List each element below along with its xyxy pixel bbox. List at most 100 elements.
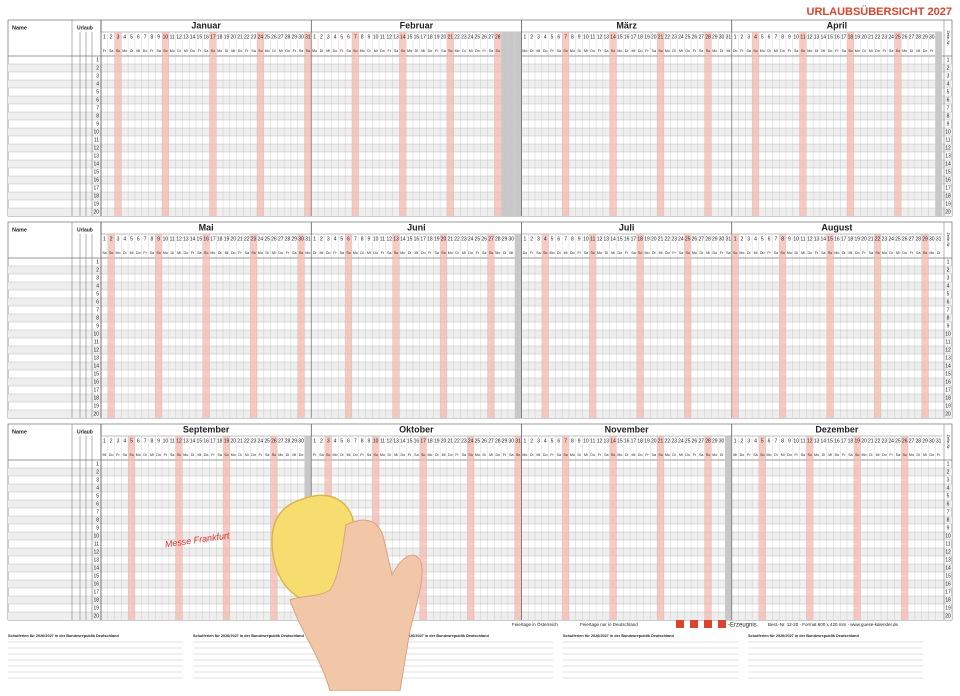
weekday: Sa: [699, 453, 703, 457]
day-number: 29: [502, 438, 508, 444]
day-number: 20: [230, 236, 236, 242]
weekday: Do: [665, 251, 670, 255]
unused-day: [507, 32, 515, 216]
day-number: 16: [834, 34, 840, 40]
day-number: 17: [631, 34, 637, 40]
weekday: Fr: [530, 251, 534, 255]
weekday: Fr: [550, 453, 554, 457]
weekday: Do: [468, 251, 473, 255]
weekday: So: [448, 49, 452, 53]
month-name: Dezember: [815, 424, 859, 434]
weekday: Mo: [231, 453, 236, 457]
weekday: Do: [183, 251, 188, 255]
day-number: 15: [407, 34, 413, 40]
weekday: Sa: [265, 453, 269, 457]
unused-day: [501, 32, 508, 216]
row-number: 13: [945, 557, 951, 563]
row-number: 6: [947, 501, 950, 507]
day-number: 25: [264, 34, 270, 40]
weekday: So: [808, 453, 812, 457]
day-number: 31: [305, 236, 311, 242]
row-number: 15: [945, 371, 951, 377]
row-number: 18: [945, 193, 951, 199]
day-number: 26: [481, 438, 487, 444]
day-number: 17: [420, 34, 426, 40]
weekday: Mo: [522, 49, 527, 53]
day-number: 9: [788, 34, 791, 40]
row-number: 11: [94, 137, 99, 143]
row-number: 3: [96, 477, 99, 483]
day-number: 14: [190, 236, 196, 242]
weekday: Do: [733, 49, 738, 53]
day-number: 26: [692, 34, 698, 40]
row-number: 18: [93, 597, 99, 603]
day-number: 16: [203, 438, 209, 444]
row-shade: [8, 208, 952, 216]
day-number: 17: [841, 438, 847, 444]
day-number: 22: [244, 34, 250, 40]
day-number: 2: [530, 438, 533, 444]
weekday: Sa: [435, 251, 439, 255]
day-number: 9: [578, 236, 581, 242]
day-number: 7: [144, 438, 147, 444]
weekday: Di: [767, 49, 771, 53]
day-number: 31: [936, 438, 942, 444]
day-number: 16: [414, 34, 420, 40]
weekday: Mi: [537, 453, 541, 457]
weekday: Sa: [631, 251, 635, 255]
row-shade: [8, 500, 952, 508]
weekday: So: [848, 49, 852, 53]
row-shade: [8, 410, 952, 418]
sunday-column: [223, 436, 230, 620]
row-number: 8: [96, 315, 99, 321]
weekday: Fr: [103, 49, 107, 53]
weekday: Di: [917, 453, 921, 457]
weekday: Fr: [937, 453, 941, 457]
weekday: Mi: [584, 49, 588, 53]
day-number: 8: [571, 236, 574, 242]
row-number: 6: [96, 97, 99, 103]
row-shade: [8, 80, 952, 88]
day-number: 20: [441, 34, 447, 40]
day-number: 6: [137, 438, 140, 444]
weekday: Do: [380, 49, 385, 53]
sunday-column: [467, 436, 475, 620]
month-name: Oktober: [399, 424, 434, 434]
day-number: 27: [278, 438, 284, 444]
weekday: Di: [286, 453, 290, 457]
row-number: 1: [947, 259, 950, 265]
day-number: 8: [361, 236, 364, 242]
day-number: 18: [848, 236, 854, 242]
row-number: 9: [947, 525, 950, 531]
sunday-column: [256, 32, 264, 216]
row-shade: [8, 394, 952, 402]
weekday: Fr: [720, 251, 724, 255]
weekday: Mo: [400, 251, 405, 255]
weekday: Mi: [374, 49, 378, 53]
day-number: 29: [922, 34, 928, 40]
row-number: 15: [93, 573, 99, 579]
weekday: Sa: [123, 453, 127, 457]
weekday: Do: [828, 49, 833, 53]
urlaub-header: Urlaub: [77, 227, 93, 233]
weekday: Di: [557, 251, 561, 255]
day-number: 8: [361, 34, 364, 40]
sunday-column: [779, 234, 787, 418]
day-number: 24: [258, 438, 264, 444]
day-number: 3: [537, 34, 540, 40]
month-name: Februar: [400, 20, 434, 30]
day-number: 9: [788, 236, 791, 242]
weekday: Mo: [882, 251, 887, 255]
day-number: 6: [768, 34, 771, 40]
weekday: So: [489, 251, 493, 255]
sunday-column: [345, 234, 352, 418]
day-number: 3: [537, 236, 540, 242]
weekday: Di: [869, 453, 873, 457]
row-number: 13: [945, 153, 951, 159]
weekday: So: [658, 453, 662, 457]
weekday: Sa: [367, 453, 371, 457]
day-number: 26: [481, 236, 487, 242]
row-number: 13: [93, 557, 99, 563]
row-number: 10: [93, 129, 99, 135]
weekday: So: [441, 251, 445, 255]
